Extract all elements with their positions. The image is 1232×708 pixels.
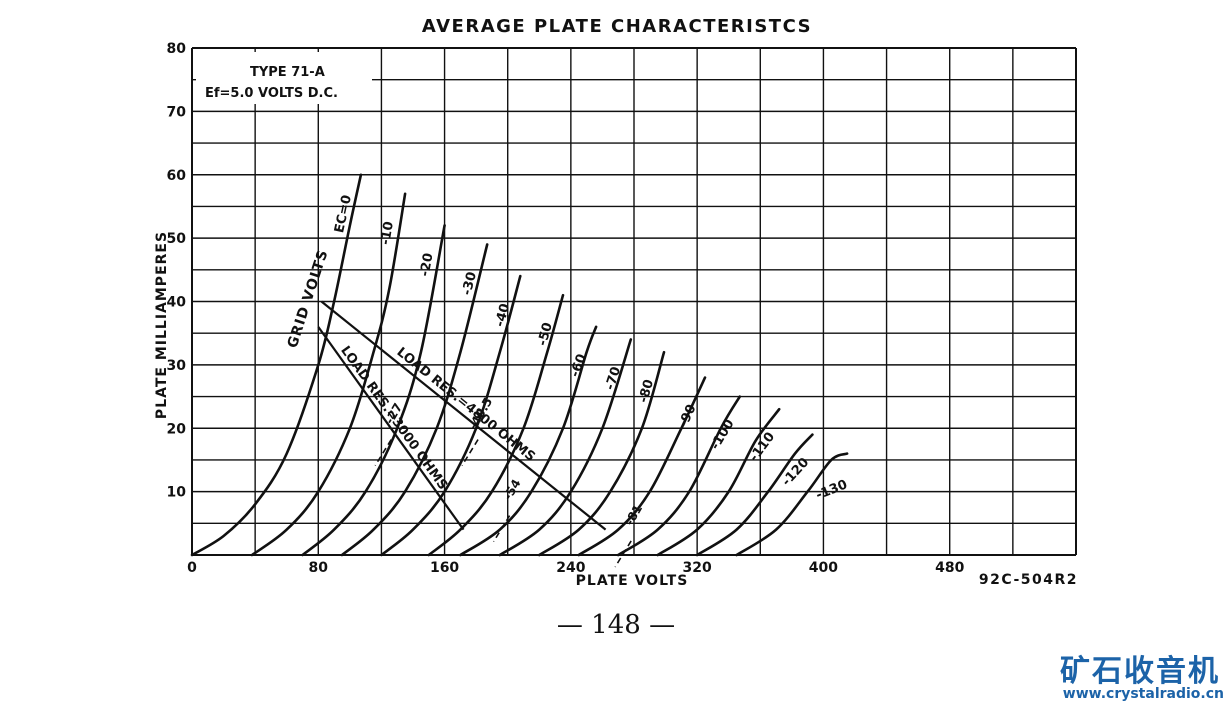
chart-title: AVERAGE PLATE CHARACTERISTCS [422,16,812,37]
plate-curve [427,293,565,557]
y-tick-label: 10 [167,485,187,501]
y-tick-label: 70 [167,104,187,120]
plate-curves [190,173,849,557]
plate-curve [735,452,849,557]
load-lines [317,300,607,531]
operating-point-label: -54 [501,477,524,503]
y-tick-label: 20 [167,421,187,437]
y-tick-label: 30 [167,358,187,374]
curve-labels: EC=0 -10-20-30-40-50-60 -70 -80-90-100 -110-… [332,194,850,568]
curve-label: -20 [418,252,437,278]
curve-label: -30 [460,270,480,296]
curve-label: -130 [814,477,850,503]
x-tick-label: 0 [187,560,197,576]
plate-curve [538,350,666,557]
plate-curve [340,243,489,557]
info-box-background [196,52,372,104]
plate-curve [250,192,407,557]
plate-curve [616,395,742,557]
y-axis-label: PLATE MILLIAMPERES [154,231,170,419]
plate-curve [459,325,598,557]
x-axis-label: PLATE VOLTS [576,573,689,589]
operating-point-dash [374,439,392,466]
curve-label: -50 [535,321,556,348]
plate-curve [577,376,707,557]
watermark-logo-text: 矿石收音机 [1060,654,1220,689]
figure-code: 92C-504R2 [979,572,1078,588]
y-tick-label: 50 [167,231,187,247]
y-tick-label: 80 [167,41,187,57]
page-number: — 148 — [556,610,676,640]
curve-label: -100 [708,417,738,453]
load-line [317,326,465,531]
plate-curve [301,224,446,557]
curve-label: -10 [378,220,397,246]
operating-point-dash [461,439,479,466]
grid [191,47,1077,556]
x-tick-label: 480 [935,560,964,576]
watermark-url: www.crystalradio.cn [1062,686,1224,702]
load-line [320,300,607,531]
curve-label: -80 [636,378,657,405]
curve-label: -40 [493,302,514,329]
y-tick-label: 40 [167,295,187,311]
x-tick-label: 320 [683,560,712,576]
curve-label: -70 [603,365,624,392]
info-box-type: TYPE 71-A [250,65,325,80]
plate-curve [656,407,781,557]
info-box-filament: Ef=5.0 VOLTS D.C. [205,86,338,101]
x-tick-label: 400 [809,560,838,576]
x-tick-label: 80 [309,560,329,576]
x-tick-label: 240 [556,560,585,576]
x-tick-labels: 0 80 160 240 320 400 480 [187,560,964,576]
x-tick-label: 160 [430,560,459,576]
operating-point-dash [614,540,632,568]
plate-curve [498,338,633,557]
plate-curve [190,173,363,557]
y-tick-label: 60 [167,168,187,184]
plate-curve [380,274,522,557]
y-tick-labels: 10 20 30 40 50 60 70 80 [167,41,187,501]
plate-curve [695,433,814,557]
operating-point-dash [492,515,511,543]
curve-label: -90 [676,402,700,430]
